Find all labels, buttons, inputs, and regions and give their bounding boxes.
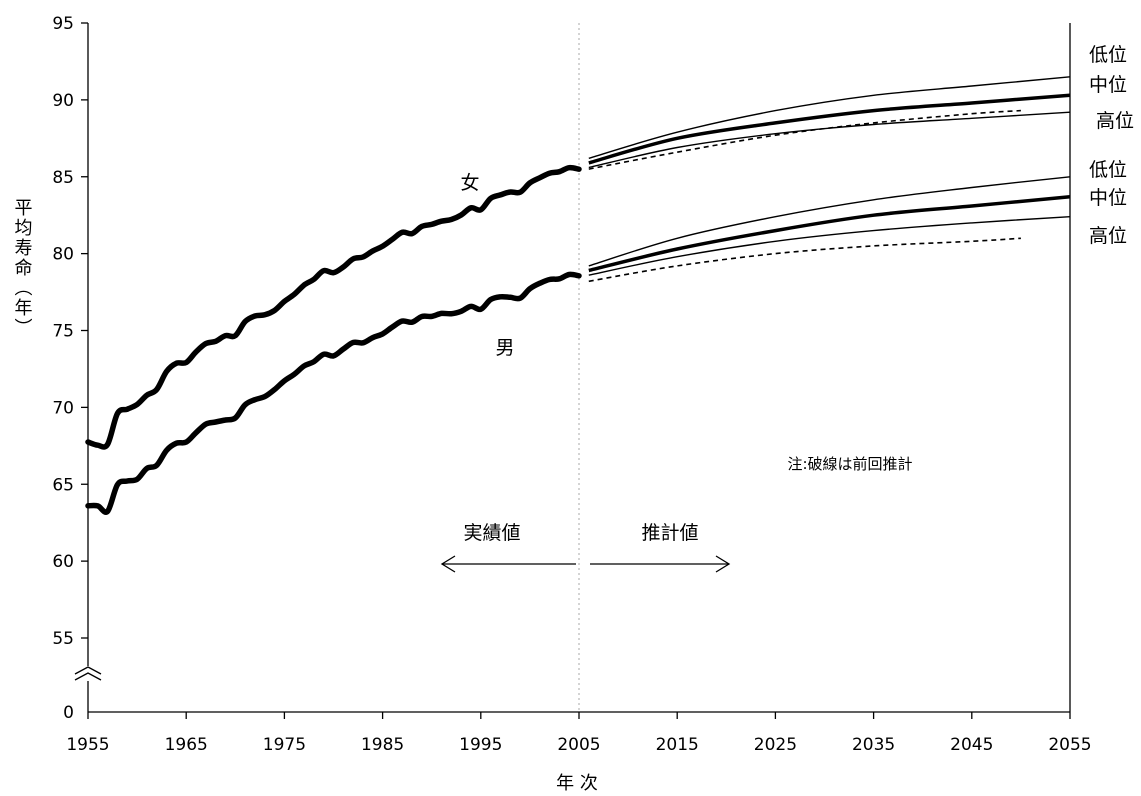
series-line-projection-mid	[588, 93, 1071, 165]
axes	[81, 22, 1071, 719]
series-line-previous	[588, 109, 1021, 170]
male-label: 男	[495, 337, 514, 359]
series-line-projection-high	[588, 111, 1071, 169]
x-tick-label: 2055	[1048, 735, 1091, 755]
x-tick-label: 2015	[656, 735, 699, 755]
female-high-label: 高位	[1096, 110, 1134, 132]
y-tick-label: 70	[52, 398, 74, 418]
y-tick-label: 95	[52, 14, 74, 34]
series-line-projection-low	[588, 76, 1071, 159]
x-axis-title: 年 次	[556, 773, 598, 794]
y-tick-label: 75	[52, 322, 74, 342]
y-tick-label: 90	[52, 91, 74, 111]
male-low-label: 低位	[1089, 159, 1127, 181]
series-line-actual	[85, 164, 582, 450]
axis-break-mark	[74, 666, 102, 681]
y-tick-label: 85	[52, 168, 74, 188]
x-tick-label: 1975	[263, 735, 306, 755]
tick-labels: 95 90 85 80 75 70 65 60 55 0 1955 1965 1975 1985 1995 2…	[52, 14, 1091, 755]
series-line-projection-mid	[588, 194, 1071, 273]
projected-region-label: 推計値	[641, 522, 698, 544]
x-tick-label: 2025	[754, 735, 797, 755]
y-tick-label: 65	[52, 475, 74, 495]
female-low-label: 低位	[1089, 44, 1127, 66]
y-tick-label: 55	[52, 629, 74, 649]
y-axis-title: 平均寿命（年）	[12, 198, 33, 338]
projected-arrow	[590, 555, 731, 573]
x-tick-label: 1955	[66, 735, 109, 755]
female-mid-label: 中位	[1089, 74, 1127, 96]
series-line-projection-high	[588, 216, 1071, 276]
male-high-label: 高位	[1089, 225, 1127, 247]
note-text: 注:破線は前回推計	[787, 455, 912, 473]
actual-arrow	[440, 555, 576, 573]
x-tick-label: 1965	[165, 735, 208, 755]
x-tick-label: 2045	[950, 735, 993, 755]
x-tick-label: 1995	[459, 735, 502, 755]
y-tick-label: 80	[52, 245, 74, 265]
y-tick-label: 60	[52, 552, 74, 572]
female-label: 女	[460, 172, 479, 194]
series-line-actual	[85, 271, 582, 515]
series-line-projection-low	[588, 176, 1071, 267]
x-tick-label: 1985	[361, 735, 404, 755]
x-tick-label: 2035	[852, 735, 895, 755]
y-tick-label-zero: 0	[63, 703, 74, 723]
series-line-previous	[588, 237, 1021, 283]
actual-region-label: 実績値	[463, 522, 520, 544]
x-tick-label: 2005	[557, 735, 600, 755]
series-lines	[85, 76, 1071, 515]
male-mid-label: 中位	[1089, 187, 1127, 209]
